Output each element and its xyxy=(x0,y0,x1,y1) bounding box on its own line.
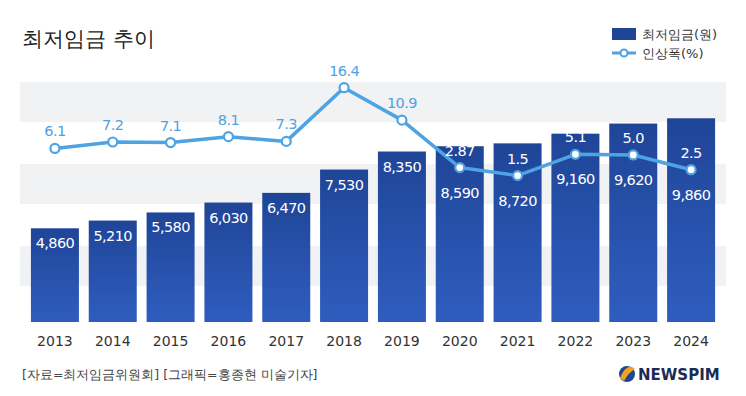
x-tick-label: 2020 xyxy=(442,333,478,349)
x-tick-label: 2024 xyxy=(673,333,709,349)
line-marker xyxy=(166,138,175,147)
labels: 4,860 5,210 5,580 6,030 6,470 7,530 8,350 8,590… xyxy=(36,63,711,252)
bar xyxy=(436,146,484,322)
bar-label: 8,590 xyxy=(440,185,479,201)
legend-label: 최저임금(원) xyxy=(642,27,717,42)
bar-label: 9,860 xyxy=(672,187,711,203)
line-label: 7.1 xyxy=(160,118,181,134)
line-marker xyxy=(513,171,522,180)
bar-label: 9,620 xyxy=(614,172,653,188)
bar-label: 6,470 xyxy=(267,200,306,216)
line-label: 2.5 xyxy=(680,145,701,161)
x-tick-label: 2019 xyxy=(384,333,420,349)
x-tick-label: 2013 xyxy=(37,333,73,349)
line-marker xyxy=(108,137,117,146)
bar-label: 5,210 xyxy=(93,228,132,244)
x-tick-label: 2016 xyxy=(211,333,247,349)
bar xyxy=(147,212,195,322)
x-tick-label: 2022 xyxy=(558,333,594,349)
legend-label: 인상폭(%) xyxy=(642,46,704,61)
line-marker xyxy=(629,150,638,159)
bar xyxy=(204,203,252,322)
x-tick-label: 2014 xyxy=(95,333,131,349)
legend-marker xyxy=(621,50,628,57)
line-marker xyxy=(340,83,349,92)
line-marker xyxy=(224,132,233,141)
line-label: 5.0 xyxy=(623,130,645,146)
line-marker xyxy=(50,144,59,153)
logo-text: NEWSPIM xyxy=(638,366,720,384)
line-label: 5.1 xyxy=(565,129,586,145)
line-label: 1.5 xyxy=(507,151,528,167)
line-label: 7.2 xyxy=(102,117,123,133)
x-tick-label: 2015 xyxy=(153,333,189,349)
line-marker xyxy=(571,150,580,159)
bar-label: 4,860 xyxy=(36,235,75,251)
legend-swatch xyxy=(612,28,636,40)
bar xyxy=(667,118,715,322)
marks xyxy=(31,83,715,322)
line-marker xyxy=(397,116,406,125)
bar-label: 8,720 xyxy=(498,193,537,209)
line-label: 10.9 xyxy=(387,95,417,111)
line-marker xyxy=(687,165,696,174)
bar xyxy=(320,170,368,322)
x-tick-label: 2018 xyxy=(326,333,362,349)
source-note: [자료=최저임금위원회] [그래픽=홍종현 미술기자] xyxy=(22,367,317,382)
line xyxy=(55,88,691,176)
line-label: 8.1 xyxy=(218,112,239,128)
chart: 최저임금 추이 4,860 5,210 5,580 6,030 6,470 7,530 8,3… xyxy=(0,0,746,396)
x-tick-label: 2021 xyxy=(500,333,536,349)
bar-label: 7,530 xyxy=(325,177,364,193)
line-label: 6.1 xyxy=(44,123,65,139)
line-label: 16.4 xyxy=(329,63,359,79)
line-label: 7.3 xyxy=(276,116,298,132)
line-label: 2.87 xyxy=(445,143,475,159)
logo-mark xyxy=(619,366,635,382)
x-tick-label: 2023 xyxy=(615,333,651,349)
bar-label: 5,580 xyxy=(151,219,190,235)
bar-label: 9,160 xyxy=(556,171,595,187)
bar xyxy=(378,152,426,323)
bar xyxy=(262,193,310,322)
bar-label: 8,350 xyxy=(383,159,422,175)
title: 최저임금 추이 xyxy=(22,27,155,51)
line-marker xyxy=(455,163,464,172)
logo-mark xyxy=(620,367,635,381)
bar-label: 6,030 xyxy=(209,210,248,226)
bar xyxy=(89,221,137,322)
x-tick-label: 2017 xyxy=(268,333,304,349)
bar xyxy=(31,228,79,322)
line-marker xyxy=(282,137,291,146)
